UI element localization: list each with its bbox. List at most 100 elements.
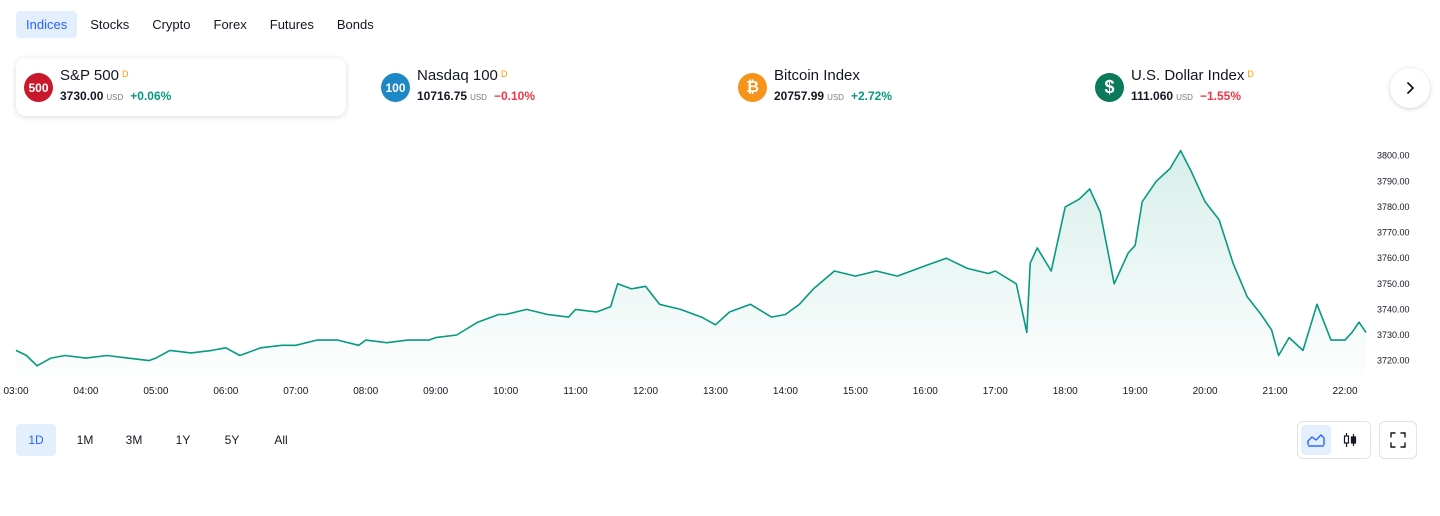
price-point (945, 257, 947, 259)
price-point (477, 321, 479, 323)
price-point (1278, 355, 1280, 357)
price-point (1127, 252, 1129, 254)
tab-crypto[interactable]: Crypto (152, 17, 191, 32)
tab-indices[interactable]: Indices (16, 11, 78, 38)
range-1m-button[interactable]: 1M (76, 433, 94, 447)
price-point (784, 314, 786, 316)
price-point (1260, 314, 1262, 316)
price-point (358, 344, 360, 346)
tab-forex[interactable]: Forex (213, 17, 247, 32)
price-point (1271, 329, 1273, 331)
area-chart-button[interactable] (1301, 425, 1331, 455)
price-point (770, 316, 772, 318)
price-point (1036, 247, 1038, 249)
symbol-card-sp500[interactable]: 500 S&P 500 D 3730.00 USD +0.06% (16, 58, 346, 116)
y-tick-label: 3790.00 (1377, 176, 1410, 186)
symbol-card-bitcoin-index[interactable]: ₿ Bitcoin Index 20757.99 USD +2.72% (730, 58, 1060, 116)
next-cards-button[interactable] (1390, 68, 1430, 108)
range-1d-button[interactable]: 1D (16, 424, 56, 456)
x-tick-label: 19:00 (1123, 386, 1148, 397)
range-all-button[interactable]: All (274, 433, 288, 447)
symbol-change: −0.10% (493, 89, 535, 103)
price-point (505, 314, 507, 316)
price-point (924, 265, 926, 267)
price-point (526, 308, 528, 310)
price-point (169, 349, 171, 351)
symbol-name: Bitcoin Index (774, 67, 860, 84)
tab-stocks[interactable]: Stocks (90, 17, 130, 32)
price-point (1232, 262, 1234, 264)
delayed-marker: D (121, 69, 129, 79)
price-point (750, 303, 752, 305)
y-tick-label: 3780.00 (1377, 202, 1410, 212)
price-point (917, 267, 919, 269)
symbol-name: Nasdaq 100 (417, 67, 498, 84)
price-point (1316, 303, 1318, 305)
fullscreen-button[interactable] (1379, 421, 1417, 459)
price-point (260, 347, 262, 349)
symbol-change: −1.55% (1199, 89, 1241, 103)
price-point (659, 303, 661, 305)
price-point (833, 270, 835, 272)
range-1y-button[interactable]: 1Y (175, 433, 191, 447)
y-tick-label: 3740.00 (1377, 304, 1410, 314)
price-point (337, 339, 339, 341)
price-point (798, 303, 800, 305)
price-point (64, 355, 66, 357)
price-point (316, 339, 318, 341)
price-area-fill (16, 150, 1366, 376)
price-point (1288, 337, 1290, 339)
price-point (1351, 331, 1353, 333)
price-point (386, 342, 388, 344)
price-point (435, 337, 437, 339)
price-point (1078, 198, 1080, 200)
y-tick-label: 3750.00 (1377, 279, 1410, 289)
x-tick-label: 11:00 (563, 386, 588, 397)
y-tick-label: 3800.00 (1377, 151, 1410, 161)
y-tick-label: 3720.00 (1377, 356, 1410, 366)
price-point (1141, 201, 1143, 203)
area-chart-icon (1307, 434, 1325, 447)
price-point (994, 270, 996, 272)
price-point (680, 308, 682, 310)
price-chart[interactable]: 3720.00 3730.00 3740.00 3750.00 3760.00 3770.… (0, 130, 1440, 410)
symbol-name: U.S. Dollar Index (1131, 67, 1245, 84)
symbol-cards: 500 S&P 500 D 3730.00 USD +0.06% 100 Nasdaq… (16, 58, 1426, 118)
chevron-right-icon (1407, 82, 1414, 94)
y-tick-label: 3760.00 (1377, 253, 1410, 263)
bitcoin-logo-icon: ₿ (738, 73, 767, 102)
x-tick-label: 22:00 (1332, 386, 1357, 397)
symbol-card-nasdaq100[interactable]: 100 Nasdaq 100 D 10716.75 USD −0.10% (373, 58, 703, 116)
range-3m-button[interactable]: 3M (125, 433, 143, 447)
tab-futures[interactable]: Futures (269, 17, 314, 32)
symbol-currency: USD (827, 93, 844, 102)
fullscreen-icon (1390, 432, 1406, 448)
tab-bonds[interactable]: Bonds (336, 17, 374, 32)
candlestick-chart-button[interactable] (1336, 425, 1366, 455)
price-point (239, 355, 241, 357)
x-tick-label: 13:00 (703, 386, 728, 397)
x-tick-label: 05:00 (143, 386, 168, 397)
price-point (50, 357, 52, 359)
x-tick-label: 04:00 (73, 386, 98, 397)
dollar-logo-icon: $ (1095, 73, 1124, 102)
price-point (1204, 201, 1206, 203)
price-point (190, 352, 192, 354)
nasdaq100-logo-icon: 100 (381, 73, 410, 102)
x-tick-label: 18:00 (1053, 386, 1078, 397)
x-tick-label: 09:00 (423, 386, 448, 397)
price-point (407, 339, 409, 341)
price-point (85, 357, 87, 359)
symbol-card-dollar-index[interactable]: $ U.S. Dollar Index D 111.060 USD −1.55% (1087, 58, 1417, 116)
price-point (568, 316, 570, 318)
time-range-selector: 1D 1M 3M 1Y 5Y All (16, 424, 310, 456)
price-point (1050, 270, 1052, 272)
price-point (15, 349, 17, 351)
price-point (729, 311, 731, 313)
y-tick-label: 3730.00 (1377, 330, 1410, 340)
price-point (966, 267, 968, 269)
price-point (428, 339, 430, 341)
symbol-currency: USD (470, 93, 487, 102)
price-point (701, 316, 703, 318)
range-5y-button[interactable]: 5Y (224, 433, 240, 447)
